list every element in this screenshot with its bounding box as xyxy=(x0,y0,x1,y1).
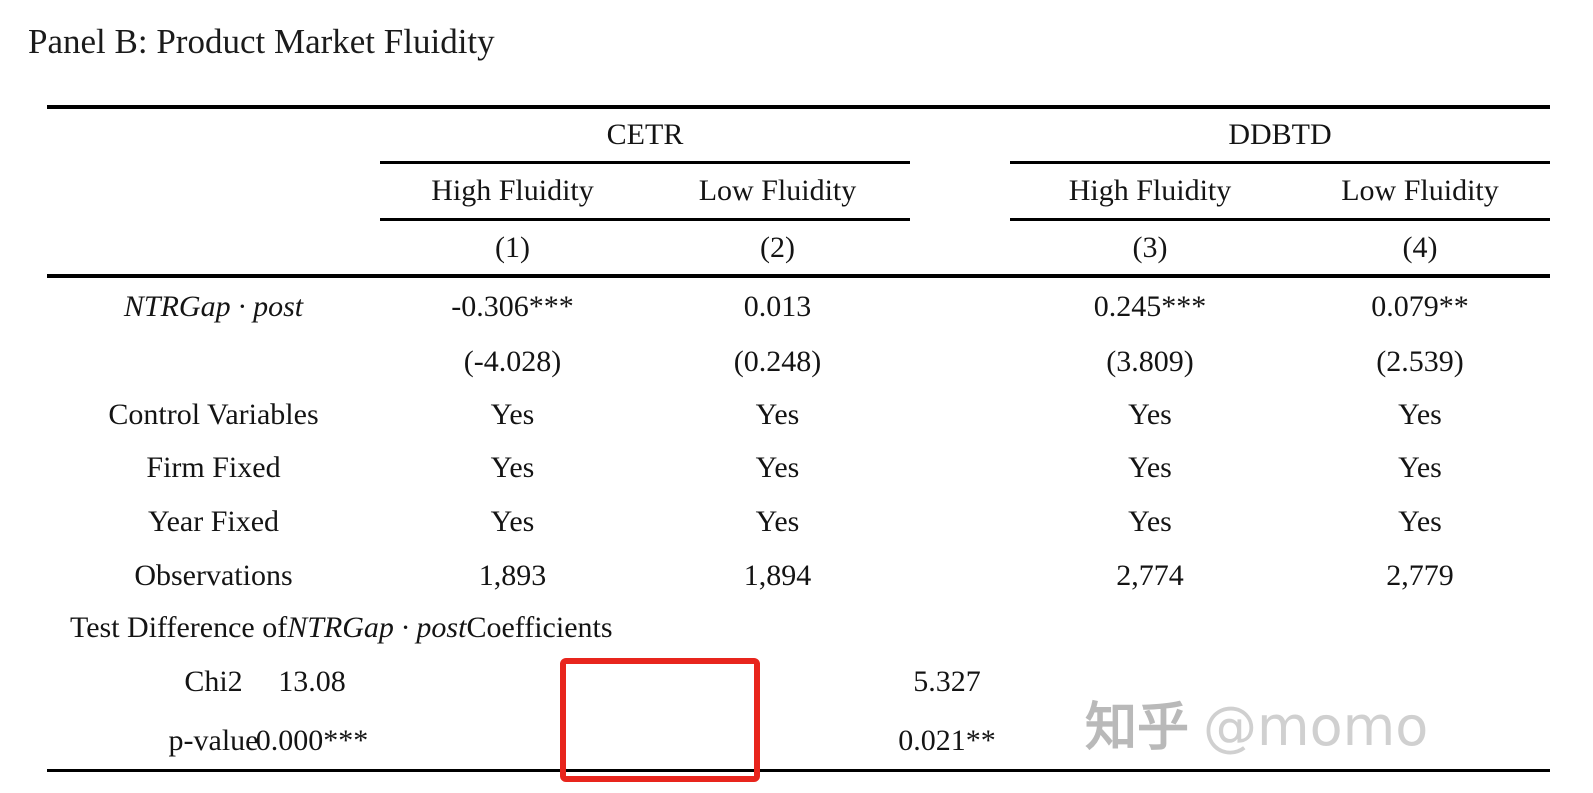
firm-fixed-row: Firm Fixed Yes Yes Yes Yes xyxy=(47,441,1550,495)
table-top-rule xyxy=(47,105,1550,109)
controls-value: Yes xyxy=(755,397,800,431)
controls-row: Control Variables Yes Yes Yes Yes xyxy=(47,388,1550,441)
firm-fixed-value: Yes xyxy=(1398,451,1442,484)
year-fixed-value: Yes xyxy=(1398,505,1442,538)
test-difference-math-term: NTRGap · post xyxy=(287,610,467,644)
watermark: 知乎 @momo xyxy=(1085,685,1428,760)
column-header: Low Fluidity xyxy=(1341,174,1499,207)
chi2-value-ddbtd: 5.327 xyxy=(913,665,981,698)
group-header-cetr: CETR xyxy=(606,118,684,151)
pvalue-value-cetr: 0.000*** xyxy=(255,723,369,757)
column-header-underline xyxy=(47,218,1550,221)
firm-fixed-value: Yes xyxy=(490,451,535,484)
controls-value: Yes xyxy=(1128,397,1172,431)
controls-value: Yes xyxy=(490,397,535,431)
row-label-controls: Control Variables xyxy=(108,397,319,431)
test-difference-row: Test Difference of NTRGap · post Coeffic… xyxy=(47,603,1550,652)
column-header: Low Fluidity xyxy=(698,174,857,207)
coefficient-value: 0.079** xyxy=(1371,290,1469,323)
column-number-row: (1) (2) (3) (4) xyxy=(47,221,1550,274)
observations-value: 2,779 xyxy=(1386,559,1454,592)
tstat-row: (-4.028) (0.248) (3.809) (2.539) xyxy=(47,336,1550,388)
tstat-value: (-4.028) xyxy=(463,345,562,378)
tstat-value: (2.539) xyxy=(1376,345,1464,378)
panel-title: Panel B: Product Market Fluidity xyxy=(28,22,495,61)
observations-row: Observations 1,893 1,894 2,774 2,779 xyxy=(47,549,1550,603)
group-header-ddbtd: DDBTD xyxy=(1228,118,1332,151)
column-number: (1) xyxy=(495,230,530,264)
coefficient-value: 0.245*** xyxy=(1093,290,1207,323)
group-header-underline xyxy=(47,161,1550,164)
row-label-firm-fixed: Firm Fixed xyxy=(146,451,281,484)
table-bottom-rule xyxy=(47,769,1550,772)
regression-table: CETR DDBTD High Fluidity Low Fluidity Hi… xyxy=(47,105,1550,772)
group-header-row: CETR DDBTD xyxy=(47,109,1550,161)
pvalue-row: p-value 0.000*** 0.021** xyxy=(47,712,1550,769)
observations-value: 2,774 xyxy=(1116,559,1184,592)
chi2-value-cetr: 13.08 xyxy=(278,665,346,698)
firm-fixed-value: Yes xyxy=(1128,451,1172,484)
coefficient-value: 0.013 xyxy=(743,290,812,323)
year-fixed-value: Yes xyxy=(755,505,800,538)
firm-fixed-value: Yes xyxy=(755,451,800,484)
observations-value: 1,893 xyxy=(478,559,547,592)
tstat-value: (3.809) xyxy=(1106,345,1194,378)
watermark-handle: @momo xyxy=(1203,695,1429,758)
observations-value: 1,894 xyxy=(743,559,812,592)
test-difference-prefix: Test Difference of xyxy=(70,610,288,644)
row-label-observations: Observations xyxy=(134,559,293,592)
row-label-ntrgap-post: NTRGap · post xyxy=(123,290,304,323)
cetr-underline xyxy=(380,161,910,164)
year-fixed-value: Yes xyxy=(490,505,535,538)
controls-value: Yes xyxy=(1398,397,1442,431)
row-label-year-fixed: Year Fixed xyxy=(147,505,280,538)
year-fixed-row: Year Fixed Yes Yes Yes Yes xyxy=(47,495,1550,549)
watermark-brand: 知乎 xyxy=(1085,698,1190,758)
red-highlight-box xyxy=(560,658,760,782)
coefficient-value: -0.306*** xyxy=(451,290,574,323)
chi2-row: Chi2 13.08 5.327 xyxy=(47,652,1550,712)
header-bottom-rule xyxy=(47,274,1550,278)
coefficient-row: NTRGap · post -0.306*** 0.013 0.245*** 0… xyxy=(47,278,1550,336)
column-number: (4) xyxy=(1402,230,1438,264)
ddbtd-underline xyxy=(1010,161,1550,164)
column-header-row: High Fluidity Low Fluidity High Fluidity… xyxy=(47,164,1550,218)
row-label-pvalue: p-value xyxy=(168,723,259,757)
pvalue-value-ddbtd: 0.021** xyxy=(898,723,996,757)
tstat-value: (0.248) xyxy=(733,345,822,378)
column-header: High Fluidity xyxy=(431,174,594,207)
column-number: (3) xyxy=(1132,230,1168,264)
row-label-chi2: Chi2 xyxy=(184,665,243,698)
year-fixed-value: Yes xyxy=(1128,505,1172,538)
column-number: (2) xyxy=(760,230,795,264)
test-difference-suffix: Coefficients xyxy=(466,610,613,644)
column-header: High Fluidity xyxy=(1068,174,1232,207)
